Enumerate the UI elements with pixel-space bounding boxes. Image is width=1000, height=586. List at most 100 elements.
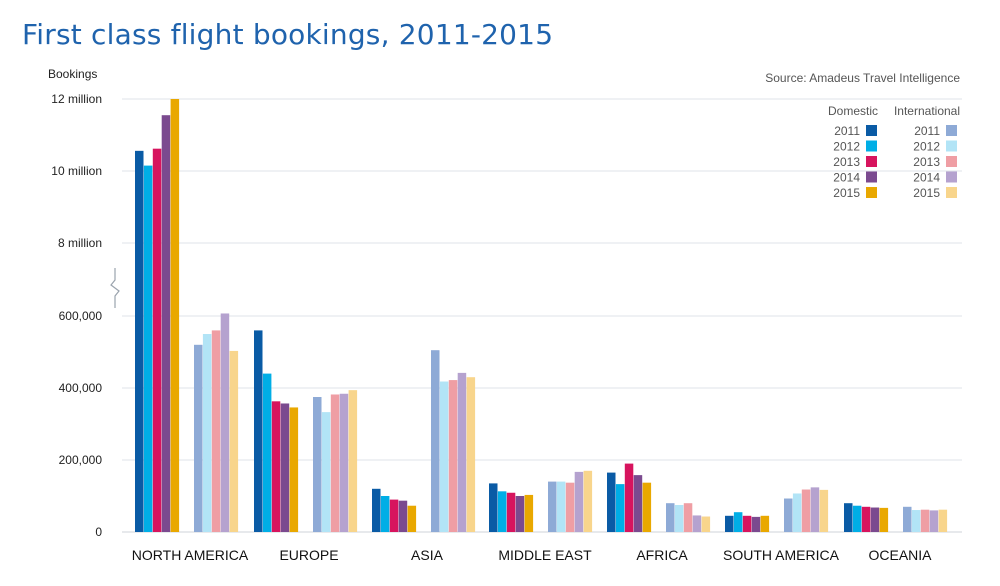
bar-international-2012 xyxy=(321,412,331,532)
bar-domestic-2013 xyxy=(152,148,162,532)
bar-domestic-2013 xyxy=(742,515,752,532)
bar-domestic-2014 xyxy=(633,475,643,532)
x-category-label: EUROPE xyxy=(279,547,338,563)
x-axis-labels: NORTH AMERICA EUROPE ASIA MIDDLE EAST AFRICA… xyxy=(132,547,932,563)
bar-international-2013 xyxy=(565,482,575,532)
y-axis-ticks: 0 200,000 400,000 600,000 8 million 10 millio… xyxy=(51,92,102,539)
x-category-label: NORTH AMERICA xyxy=(132,547,249,563)
x-category-label: MIDDLE EAST xyxy=(498,547,592,563)
y-tick-label: 12 million xyxy=(51,92,102,106)
legend-group-title: International xyxy=(894,104,960,118)
bar-domestic-2011 xyxy=(489,483,498,532)
bar-domestic-2015 xyxy=(170,99,180,532)
bar-international-2015 xyxy=(348,390,358,532)
bar-domestic-2015 xyxy=(760,515,770,532)
legend-swatch xyxy=(866,171,877,183)
y-axis-label: Bookings xyxy=(48,67,97,81)
bar-international-2013 xyxy=(801,489,811,532)
legend-year-label: 2013 xyxy=(833,155,860,169)
bar-domestic-2011 xyxy=(844,503,853,532)
bar-domestic-2011 xyxy=(372,488,381,532)
bar-domestic-2013 xyxy=(389,499,399,532)
bar-international-2011 xyxy=(431,350,440,532)
y-tick-label: 10 million xyxy=(51,164,102,178)
bar-domestic-2015 xyxy=(524,494,534,532)
bar-international-2013 xyxy=(448,380,458,532)
bar-international-2012 xyxy=(674,505,684,532)
y-tick-label: 200,000 xyxy=(59,453,103,467)
bar-international-2013 xyxy=(920,509,930,532)
bar-international-2014 xyxy=(457,372,467,532)
bar-domestic-2014 xyxy=(398,500,408,532)
x-category-label: SOUTH AMERICA xyxy=(723,547,840,563)
bar-international-2011 xyxy=(666,503,675,532)
bar-domestic-2015 xyxy=(879,507,889,532)
source-note: Source: Amadeus Travel Intelligence xyxy=(765,71,960,85)
legend-swatch xyxy=(866,187,877,198)
legend-swatch xyxy=(946,140,957,152)
bar-international-2013 xyxy=(211,330,221,532)
legend-year-label: 2012 xyxy=(833,140,860,154)
bar-international-2014 xyxy=(929,510,939,532)
x-category-label: AFRICA xyxy=(636,547,688,563)
legend-swatch xyxy=(866,125,877,136)
bar-domestic-2013 xyxy=(271,401,281,532)
bar-international-2011 xyxy=(313,397,322,532)
bar-international-2012 xyxy=(911,510,921,532)
bar-international-2015 xyxy=(938,509,948,532)
x-category-label: ASIA xyxy=(411,547,444,563)
bar-international-2014 xyxy=(810,487,820,532)
bar-domestic-2011 xyxy=(725,515,734,532)
bar-domestic-2014 xyxy=(870,507,880,532)
bar-domestic-2012 xyxy=(143,165,153,532)
bar-international-2015 xyxy=(701,516,711,532)
bar-domestic-2011 xyxy=(607,472,616,532)
legend-year-label: 2011 xyxy=(914,124,940,138)
bar-international-2015 xyxy=(229,350,239,532)
bar-international-2011 xyxy=(194,344,203,532)
bar-international-2012 xyxy=(556,481,566,532)
legend-swatch xyxy=(946,125,957,136)
bar-international-2015 xyxy=(583,470,593,532)
y-tick-label: 8 million xyxy=(58,236,102,250)
bar-international-2013 xyxy=(683,503,693,532)
y-tick-label: 0 xyxy=(95,525,102,539)
bar-international-2014 xyxy=(574,471,584,532)
x-category-label: OCEANIA xyxy=(868,547,932,563)
y-tick-label: 400,000 xyxy=(59,381,103,395)
axis-break-icon xyxy=(110,268,120,308)
bar-domestic-2014 xyxy=(751,516,761,532)
legend: Domestic20112012201320142015Internationa… xyxy=(828,104,960,200)
bar-domestic-2013 xyxy=(861,506,871,532)
bar-domestic-2012 xyxy=(615,484,625,532)
legend-swatch xyxy=(946,187,957,198)
bars xyxy=(135,99,948,532)
bar-international-2014 xyxy=(339,393,349,532)
bar-domestic-2011 xyxy=(135,150,144,532)
bar-domestic-2013 xyxy=(506,492,516,532)
bar-international-2013 xyxy=(330,394,340,532)
chart-title: First class flight bookings, 2011-2015 xyxy=(22,18,554,51)
legend-year-label: 2011 xyxy=(834,124,860,138)
legend-swatch xyxy=(946,156,957,167)
bar-domestic-2013 xyxy=(624,463,634,532)
bar-international-2012 xyxy=(439,381,449,532)
bar-domestic-2012 xyxy=(733,512,743,532)
bar-domestic-2012 xyxy=(497,491,507,532)
legend-year-label: 2013 xyxy=(913,155,940,169)
legend-group-title: Domestic xyxy=(828,104,878,118)
legend-year-label: 2012 xyxy=(913,140,940,154)
legend-year-label: 2014 xyxy=(833,171,860,185)
bar-international-2015 xyxy=(819,489,829,532)
bar-international-2011 xyxy=(548,481,557,532)
bar-domestic-2014 xyxy=(280,403,290,532)
legend-swatch xyxy=(866,156,877,167)
legend-year-label: 2015 xyxy=(913,186,940,200)
bar-international-2015 xyxy=(466,377,476,532)
bar-international-2014 xyxy=(220,313,230,532)
bar-international-2011 xyxy=(784,498,793,532)
bar-domestic-2015 xyxy=(642,482,652,532)
legend-year-label: 2015 xyxy=(833,186,860,200)
bar-domestic-2012 xyxy=(852,505,862,532)
